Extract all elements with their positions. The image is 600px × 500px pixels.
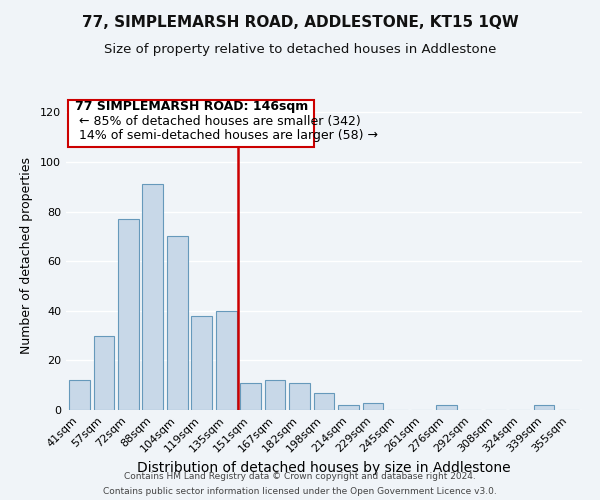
Text: 77 SIMPLEMARSH ROAD: 146sqm: 77 SIMPLEMARSH ROAD: 146sqm bbox=[75, 100, 308, 112]
Bar bbox=[362, 402, 383, 410]
Bar bbox=[69, 380, 90, 410]
Bar bbox=[314, 392, 334, 410]
Bar bbox=[142, 184, 163, 410]
Bar bbox=[240, 382, 261, 410]
Text: Contains public sector information licensed under the Open Government Licence v3: Contains public sector information licen… bbox=[103, 487, 497, 496]
Text: ← 85% of detached houses are smaller (342): ← 85% of detached houses are smaller (34… bbox=[79, 114, 361, 128]
Bar bbox=[118, 219, 139, 410]
FancyBboxPatch shape bbox=[68, 100, 314, 147]
Bar bbox=[289, 382, 310, 410]
Bar bbox=[436, 405, 457, 410]
Bar bbox=[167, 236, 188, 410]
Y-axis label: Number of detached properties: Number of detached properties bbox=[20, 156, 33, 354]
Text: Contains HM Land Registry data © Crown copyright and database right 2024.: Contains HM Land Registry data © Crown c… bbox=[124, 472, 476, 481]
Text: 77, SIMPLEMARSH ROAD, ADDLESTONE, KT15 1QW: 77, SIMPLEMARSH ROAD, ADDLESTONE, KT15 1… bbox=[82, 15, 518, 30]
Bar bbox=[265, 380, 286, 410]
Text: Size of property relative to detached houses in Addlestone: Size of property relative to detached ho… bbox=[104, 42, 496, 56]
X-axis label: Distribution of detached houses by size in Addlestone: Distribution of detached houses by size … bbox=[137, 461, 511, 475]
Bar bbox=[216, 311, 236, 410]
Bar bbox=[94, 336, 114, 410]
Bar bbox=[338, 405, 359, 410]
Text: 14% of semi-detached houses are larger (58) →: 14% of semi-detached houses are larger (… bbox=[79, 130, 378, 142]
Bar bbox=[191, 316, 212, 410]
Bar bbox=[534, 405, 554, 410]
